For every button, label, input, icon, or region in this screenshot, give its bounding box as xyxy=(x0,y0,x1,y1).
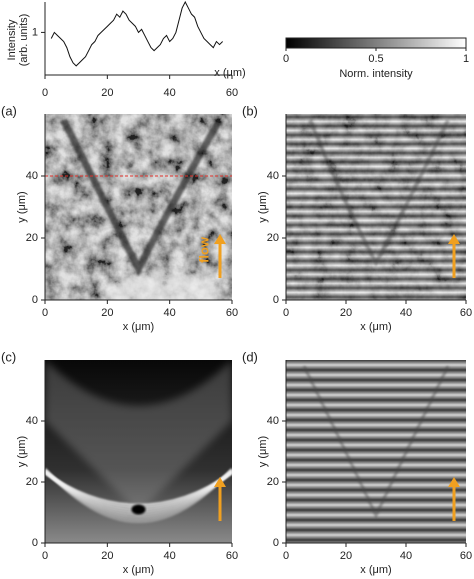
x-tick-label: 40 xyxy=(400,550,412,562)
image-bright xyxy=(103,271,224,300)
x-tick-label: 40 xyxy=(164,307,176,319)
y-axis-label: y (μm) xyxy=(257,191,269,222)
image-panel xyxy=(45,360,232,543)
panel-label: (b) xyxy=(242,103,258,118)
x-tick-label: 60 xyxy=(460,307,472,319)
y-axis-label: y (μm) xyxy=(16,191,28,222)
panel-label: (d) xyxy=(242,349,258,364)
colorbar-tick-label: 0.5 xyxy=(368,53,383,65)
colorbar-tick-label: 1 xyxy=(463,53,469,65)
flow-label: flow xyxy=(196,236,211,263)
x-axis-label: x (μm) xyxy=(123,321,154,333)
flow-arrow-head xyxy=(448,234,460,244)
y-tick-label: 1 xyxy=(32,26,38,38)
y-axis-label: y (μm) xyxy=(16,436,28,467)
x-axis-label: x (μm) xyxy=(123,564,154,576)
y-axis-label: y (μm) xyxy=(257,436,269,467)
colorbar-label: Norm. intensity xyxy=(339,68,413,80)
image-core xyxy=(131,504,146,515)
x-tick-label: 20 xyxy=(340,550,352,562)
panel-label: (a) xyxy=(1,103,17,118)
panel-label: (c) xyxy=(1,349,16,364)
y-tick-label: 20 xyxy=(26,232,38,244)
y-tick-label: 40 xyxy=(26,170,38,182)
y-tick-label: 0 xyxy=(32,537,38,549)
y-tick-label: 20 xyxy=(267,476,279,488)
flow-arrow-head xyxy=(448,477,460,487)
colorbar-tick-label: 0 xyxy=(283,53,289,65)
x-tick-label: 40 xyxy=(164,550,176,562)
x-tick-label: 0 xyxy=(283,307,289,319)
y-tick-label: 0 xyxy=(32,294,38,306)
x-tick-label: 60 xyxy=(226,307,238,319)
image-panel xyxy=(286,114,466,300)
y-tick-label: 40 xyxy=(267,170,279,182)
image-wake xyxy=(308,119,450,268)
x-tick-label: 60 xyxy=(226,87,238,99)
y-axis-label: (arb. units) xyxy=(18,14,30,67)
x-tick-label: 60 xyxy=(460,550,472,562)
y-tick-label: 40 xyxy=(267,415,279,427)
y-tick-label: 20 xyxy=(267,232,279,244)
image-panel xyxy=(286,360,466,543)
x-axis-label: x (μm) xyxy=(214,67,245,79)
y-tick-label: 40 xyxy=(26,415,38,427)
image-wake xyxy=(60,118,223,277)
x-tick-label: 20 xyxy=(101,550,113,562)
flow-arrow-head xyxy=(214,234,226,244)
image-wake xyxy=(302,365,450,520)
image-panel xyxy=(45,114,232,300)
y-tick-label: 20 xyxy=(26,476,38,488)
x-axis-label: x (μm) xyxy=(360,564,391,576)
x-tick-label: 0 xyxy=(283,550,289,562)
x-tick-label: 0 xyxy=(42,307,48,319)
y-tick-label: 0 xyxy=(273,294,279,306)
x-tick-label: 0 xyxy=(42,550,48,562)
colorbar xyxy=(285,37,467,49)
x-axis-label: x (μm) xyxy=(360,321,391,333)
x-tick-label: 0 xyxy=(42,87,48,99)
line xyxy=(50,0,223,67)
y-axis-label: Intensity xyxy=(6,19,18,60)
x-tick-label: 20 xyxy=(340,307,352,319)
x-tick-label: 60 xyxy=(226,550,238,562)
x-tick-label: 40 xyxy=(400,307,412,319)
x-tick-label: 20 xyxy=(101,87,113,99)
x-tick-label: 40 xyxy=(164,87,176,99)
flow-arrow-head xyxy=(214,477,226,487)
image-fringe xyxy=(45,467,232,524)
x-tick-label: 20 xyxy=(101,307,113,319)
image-wedge xyxy=(45,360,232,513)
y-tick-label: 0 xyxy=(273,537,279,549)
